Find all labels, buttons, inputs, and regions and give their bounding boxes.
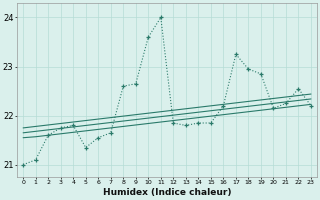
X-axis label: Humidex (Indice chaleur): Humidex (Indice chaleur): [103, 188, 231, 197]
